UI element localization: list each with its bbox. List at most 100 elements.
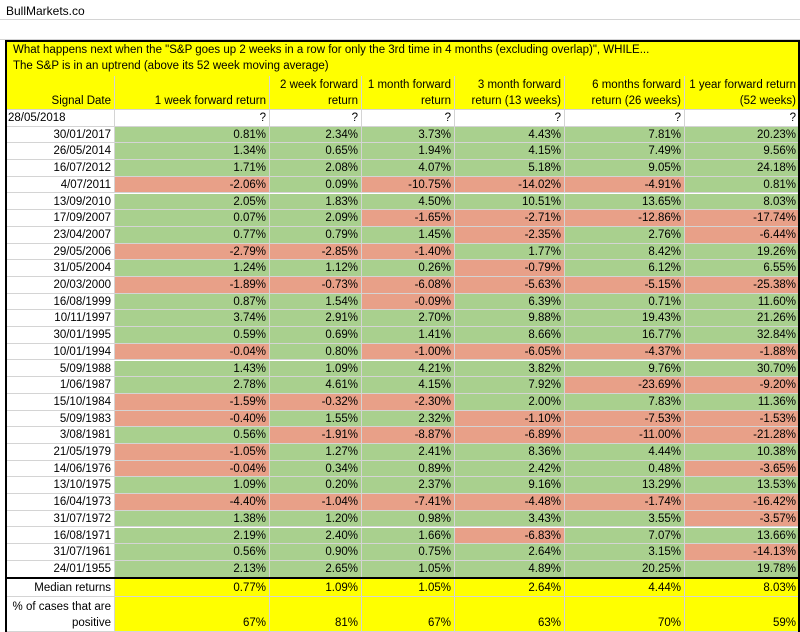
value-cell: ? (685, 110, 800, 127)
cell-text: 4.44% (648, 446, 681, 458)
cell-text: 7.49% (648, 145, 681, 158)
value-cell: 0.59% (115, 327, 270, 344)
value-cell: 2.34% (270, 126, 362, 144)
cell-text: -0.40% (229, 412, 266, 425)
value-cell: 13.66% (685, 527, 800, 545)
column-header: 2 week forward return (270, 76, 362, 110)
cell-text: 0.77% (233, 228, 266, 241)
cell-text: 1.54% (325, 295, 358, 308)
date-cell: 23/04/2007 (5, 226, 115, 244)
cell-text: 7.92% (528, 379, 561, 392)
cell-text: 21.26% (756, 312, 796, 325)
description-line: What happens next when the "S&P goes up … (13, 44, 650, 56)
cell-text: Signal Date (51, 95, 111, 107)
value-cell: -4.37% (565, 343, 685, 361)
cell-text: 30/01/2017 (53, 128, 111, 141)
cell-text: 24.18% (756, 162, 796, 175)
value-cell: 21.26% (685, 310, 800, 328)
value-cell: 2.64% (455, 544, 565, 561)
date-cell: 13/10/1975 (5, 477, 115, 495)
cell-text: 13/10/1975 (53, 479, 111, 492)
value-cell: 0.56% (115, 427, 270, 444)
cell-text: 5/09/1983 (59, 412, 111, 425)
summary-value: 70% (565, 596, 685, 632)
cell-text: 8.03% (763, 195, 796, 208)
value-cell: 7.92% (455, 377, 565, 394)
value-cell: -0.32% (270, 393, 362, 411)
cell-text: 7.83% (648, 395, 681, 408)
cell-text: 1 year forward return (52 weeks) (689, 79, 796, 107)
date-cell: 30/01/1995 (5, 327, 115, 344)
cell-text: 2.40% (325, 529, 358, 542)
value-cell: 1.45% (362, 226, 455, 244)
cell-text: 16/04/1973 (53, 496, 111, 509)
value-cell: 2.00% (455, 393, 565, 411)
cell-text: -0.09% (414, 295, 451, 308)
value-cell: 9.05% (565, 160, 685, 177)
value-cell: -1.59% (115, 393, 270, 411)
cell-text: 0.75% (418, 546, 451, 559)
cell-text: -4.37% (644, 345, 681, 358)
cell-text: 4/07/2011 (60, 178, 111, 191)
cell-text: 2.91% (325, 312, 358, 325)
value-cell: -6.05% (455, 343, 565, 361)
value-cell: 4.89% (455, 560, 565, 578)
cell-text: -4.91% (644, 178, 681, 191)
cell-text: 2.34% (325, 128, 358, 141)
cell-text: 1.38% (233, 512, 266, 525)
cell-text: -0.04% (229, 345, 266, 358)
value-cell: 4.07% (362, 160, 455, 177)
cell-text: 2.05% (233, 195, 266, 208)
value-cell: 0.56% (115, 544, 270, 561)
cell-text: -1.89% (229, 279, 266, 291)
value-cell: 2.40% (270, 527, 362, 545)
value-cell: 19.26% (685, 243, 800, 261)
value-cell: 0.79% (270, 226, 362, 244)
value-cell: 1.54% (270, 293, 362, 311)
value-cell: 0.81% (685, 176, 800, 194)
date-cell: 31/07/1972 (5, 510, 115, 528)
cell-text: ? (674, 112, 681, 124)
cell-text: 1.43% (233, 362, 266, 375)
date-cell: 30/01/2017 (5, 126, 115, 144)
date-cell: 16/08/1999 (5, 293, 115, 311)
cell-text: 16.77% (641, 329, 681, 342)
cell-text: -7.41% (414, 496, 451, 509)
value-cell: -1.40% (362, 243, 455, 261)
value-cell: -12.86% (565, 210, 685, 227)
cell-text: 0.87% (233, 295, 266, 308)
value-cell: 9.88% (455, 310, 565, 328)
value-cell: 2.19% (115, 527, 270, 545)
cell-text: 3.55% (648, 512, 681, 525)
cell-text: 0.59% (233, 329, 266, 342)
cell-text: 1.41% (418, 329, 451, 342)
value-cell: 0.69% (270, 327, 362, 344)
cell-text: -3.65% (759, 462, 796, 475)
cell-text: 10.38% (756, 446, 796, 458)
cell-text: -1.91% (321, 429, 358, 442)
cell-text: -1.04% (321, 496, 358, 509)
cell-text: 0.69% (325, 329, 358, 342)
cell-text: 3.43% (528, 512, 561, 525)
cell-text: 1.45% (418, 228, 451, 241)
value-cell: 6.39% (455, 293, 565, 311)
cell-text: -7.53% (644, 412, 681, 425)
value-cell: 10.38% (685, 444, 800, 461)
value-cell: -4.40% (115, 494, 270, 511)
value-cell: 1.12% (270, 260, 362, 277)
value-cell: 1.24% (115, 260, 270, 277)
cell-text: 31/07/1972 (53, 512, 111, 525)
date-cell: 4/07/2011 (5, 176, 115, 194)
value-cell: -8.87% (362, 427, 455, 444)
summary-border (5, 576, 800, 579)
cell-text: 2.78% (233, 379, 266, 392)
site-title: BullMarkets.co (6, 4, 85, 18)
value-cell: 13.65% (565, 193, 685, 211)
cell-text: 59% (772, 616, 796, 629)
cell-text: % of cases that are positive (12, 600, 111, 629)
cell-text: 0.80% (325, 345, 358, 358)
value-cell: -21.28% (685, 427, 800, 444)
date-cell: 3/08/1981 (5, 427, 115, 444)
cell-text: 13.53% (756, 479, 796, 492)
date-cell: 14/06/1976 (5, 460, 115, 478)
